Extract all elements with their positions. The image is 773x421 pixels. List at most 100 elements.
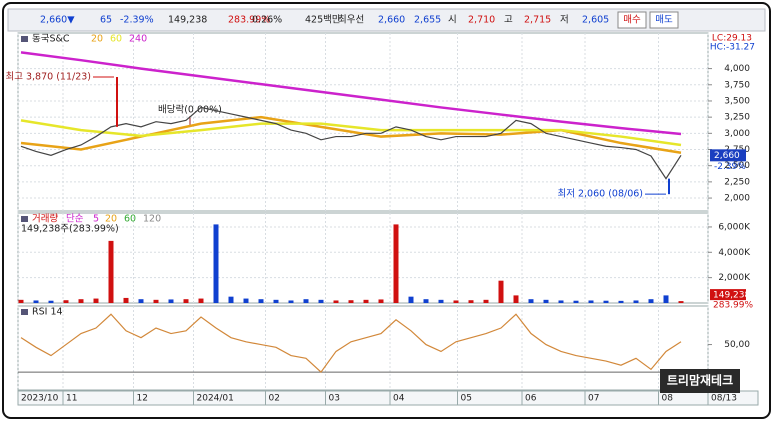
y-tick-label: 3,000 (724, 129, 750, 139)
volume-bar (423, 299, 429, 303)
x-axis-bar (17, 390, 759, 406)
volume-bar (318, 299, 324, 303)
panel-subtitle: 149,238주(283.99%) (21, 224, 119, 235)
btn-buy-bg[interactable] (617, 11, 647, 29)
x-tick-label: 12 (137, 394, 148, 404)
y-tick-label: 2,000K (718, 273, 751, 283)
x-tick-label: 2023/10 (21, 394, 59, 404)
header-volume: 149,238 (168, 15, 207, 26)
volume-bar (258, 299, 264, 303)
ma-line (20, 51, 682, 136)
btn-sell-bg[interactable] (649, 11, 679, 29)
volume-bar (243, 298, 249, 303)
header-amount: 425백만 (305, 15, 341, 26)
price-line (20, 313, 682, 373)
last-price-tag (710, 149, 746, 162)
header-low-label: 저 (560, 15, 569, 26)
header-bar (7, 8, 766, 32)
volume-bar (153, 299, 159, 303)
watermark-box (660, 369, 740, 393)
volume-bar (93, 298, 99, 303)
header-change: 65 (100, 15, 112, 26)
x-tick-label: 03 (329, 394, 340, 404)
watermark: 트리맘재테크 (667, 373, 733, 388)
x-tick-label: 05 (461, 394, 472, 404)
volume-bar (438, 299, 444, 303)
header-volume-ratio: 283.99% (228, 15, 270, 26)
volume-bar (228, 296, 234, 303)
btn-buy[interactable]: 매수 (623, 15, 641, 26)
last-volume-label: 149,238 (713, 291, 750, 301)
volume-bar (138, 299, 144, 303)
volume-bar (453, 300, 459, 303)
volume-bar (333, 300, 339, 303)
panel-title: RSI 14 (32, 307, 63, 318)
y-tick-label: 4,000 (724, 64, 750, 74)
panel-icon (21, 309, 28, 315)
volume-bar (78, 299, 84, 303)
volume-bar (528, 299, 534, 303)
volume-bar (603, 300, 609, 303)
x-tick-label: 02 (269, 394, 280, 404)
legend-label: 단순 (66, 214, 84, 225)
header-bid: 2,655 (414, 15, 441, 26)
legend-label: 240 (129, 34, 147, 45)
legend-label: 120 (143, 214, 161, 225)
volume-bar (378, 299, 384, 303)
volume-bar (588, 300, 594, 303)
volume-bar (618, 300, 624, 303)
volume-bar (213, 224, 219, 303)
y-tick-label: 3,500 (724, 96, 750, 106)
hc-label: HC:-31.27 (710, 43, 755, 53)
header-turnover: 0.26% (252, 15, 282, 26)
y-tick-label: 3,750 (724, 80, 750, 90)
x-tick-label: 08/13 (711, 394, 737, 404)
volume-bar (198, 298, 204, 303)
panel-icon (21, 216, 28, 222)
volume-bar (633, 300, 639, 303)
last-volume-ratio: 283.99% (713, 301, 753, 311)
header-ask: 2,660 (378, 15, 405, 26)
volume-bar (108, 240, 114, 303)
volume-bar (123, 297, 129, 303)
volume-bar (498, 280, 504, 303)
x-tick-label: 2024/01 (197, 394, 234, 404)
price-panel (17, 32, 709, 212)
y-tick-label: 6,000K (718, 222, 751, 232)
y-tick-label: 2,500 (724, 161, 750, 171)
legend-label: 60 (110, 34, 122, 45)
volume-bar (18, 299, 24, 303)
y-tick-label: 50,00 (724, 340, 750, 350)
header-best-label: 최우선 (338, 15, 364, 26)
header-price: 2,660▼ (40, 15, 75, 26)
volume-bar (483, 299, 489, 303)
lc-label: LC:29.13 (712, 34, 752, 44)
volume-bar (288, 300, 294, 303)
volume-bar (63, 300, 69, 303)
volume-bar (303, 299, 309, 303)
header-high: 2,715 (524, 15, 551, 26)
volume-bar (543, 299, 549, 303)
header-change-pct: -2.39% (120, 15, 154, 26)
volume-bar (663, 295, 669, 303)
annotation: 최저 2,060 (08/06) (557, 189, 643, 200)
dividend-note: 배당락(0.00%) (158, 104, 222, 116)
header-high-label: 고 (504, 15, 513, 26)
legend-label: 5 (93, 214, 99, 225)
volume-bar (183, 299, 189, 303)
legend-label: 60 (124, 214, 136, 225)
price-line (20, 106, 682, 180)
volume-bar (393, 224, 399, 303)
volume-bar (363, 299, 369, 303)
btn-sell[interactable]: 매도 (655, 15, 673, 26)
y-tick-label: 2,000 (724, 194, 750, 204)
header-low: 2,605 (582, 15, 609, 26)
x-tick-label: 08 (662, 394, 674, 404)
annotation: 최고 3,870 (11/23) (5, 72, 91, 83)
volume-bar (648, 299, 654, 303)
x-tick-label: 04 (393, 394, 405, 404)
x-tick-label: 11 (66, 394, 77, 404)
y-tick-label: 2,250 (724, 177, 750, 187)
panel-title: 동국S&C (32, 34, 70, 45)
